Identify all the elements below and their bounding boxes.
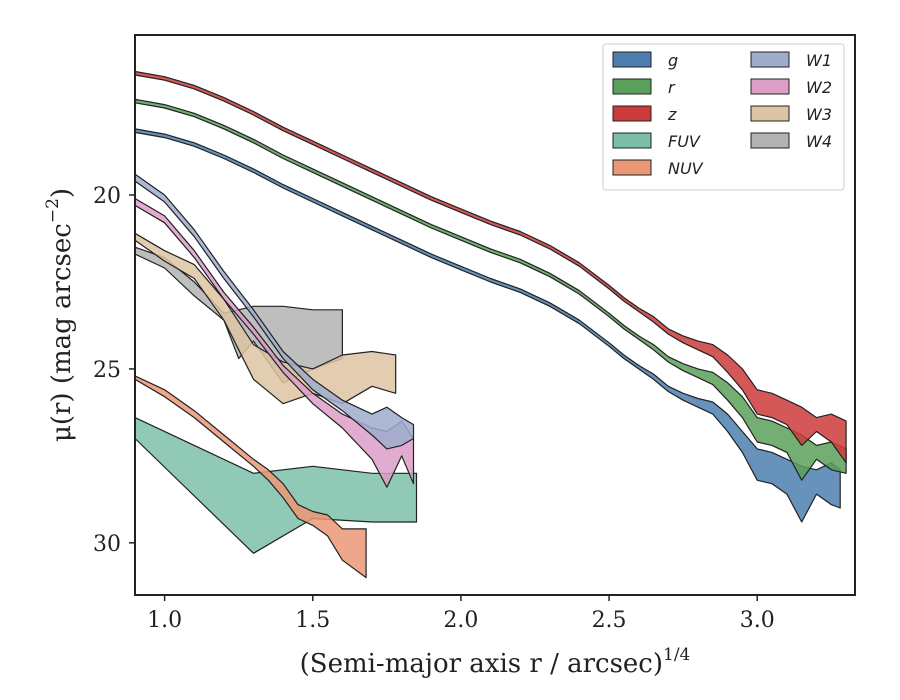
x-tick-label: 2.5 bbox=[592, 608, 627, 633]
x-axis-title: (Semi-major axis r / arcsec)1/4 bbox=[300, 645, 691, 679]
legend-swatch-w2 bbox=[750, 78, 790, 95]
y-tick-label: 20 bbox=[93, 184, 121, 209]
legend-label-g: g bbox=[668, 51, 678, 70]
band-nuv bbox=[134, 375, 367, 579]
legend-swatch-r bbox=[612, 78, 652, 95]
band-r bbox=[134, 98, 847, 481]
y-axis-title: μ(r) (mag arcsec−2) bbox=[43, 188, 77, 442]
legend-swatch-nuv bbox=[612, 159, 652, 176]
legend-label-w3: W3 bbox=[806, 105, 832, 124]
legend-swatch-g bbox=[612, 51, 652, 68]
legend-swatch-z bbox=[612, 105, 652, 122]
x-tick-label: 3.0 bbox=[740, 608, 775, 633]
legend-label-r: r bbox=[668, 78, 676, 97]
band-g bbox=[134, 128, 841, 523]
x-tick-label: 2.0 bbox=[443, 608, 478, 633]
legend-swatch-fuv bbox=[612, 132, 652, 149]
y-tick-label: 30 bbox=[93, 532, 121, 557]
legend: grz FUV NUV W1 W2 W3 W4 bbox=[602, 43, 845, 191]
band-w2 bbox=[134, 197, 415, 488]
legend-label-w1: W1 bbox=[806, 51, 832, 70]
x-tick-label: 1.0 bbox=[147, 608, 182, 633]
legend-label-fuv: FUV bbox=[668, 132, 701, 151]
y-tick-label: 25 bbox=[93, 358, 121, 383]
legend-swatch-w4 bbox=[750, 132, 790, 149]
legend-label-z: z bbox=[667, 105, 677, 124]
x-tick-label: 1.5 bbox=[295, 608, 330, 633]
band-w3 bbox=[134, 232, 397, 405]
plot-frame bbox=[134, 34, 856, 596]
series-bands bbox=[134, 70, 847, 579]
legend-label-w4: W4 bbox=[806, 132, 832, 151]
band-w1 bbox=[134, 173, 415, 450]
legend-label-w2: W2 bbox=[806, 78, 832, 97]
x-axis-ticks: 1.0 1.5 2.0 2.5 3.0 bbox=[147, 595, 775, 633]
y-axis-ticks: 20 25 30 bbox=[93, 184, 135, 557]
legend-swatch-w3 bbox=[750, 105, 790, 122]
legend-label-nuv: NUV bbox=[668, 159, 704, 178]
legend-swatch-w1 bbox=[750, 51, 790, 68]
band-z bbox=[134, 70, 847, 464]
